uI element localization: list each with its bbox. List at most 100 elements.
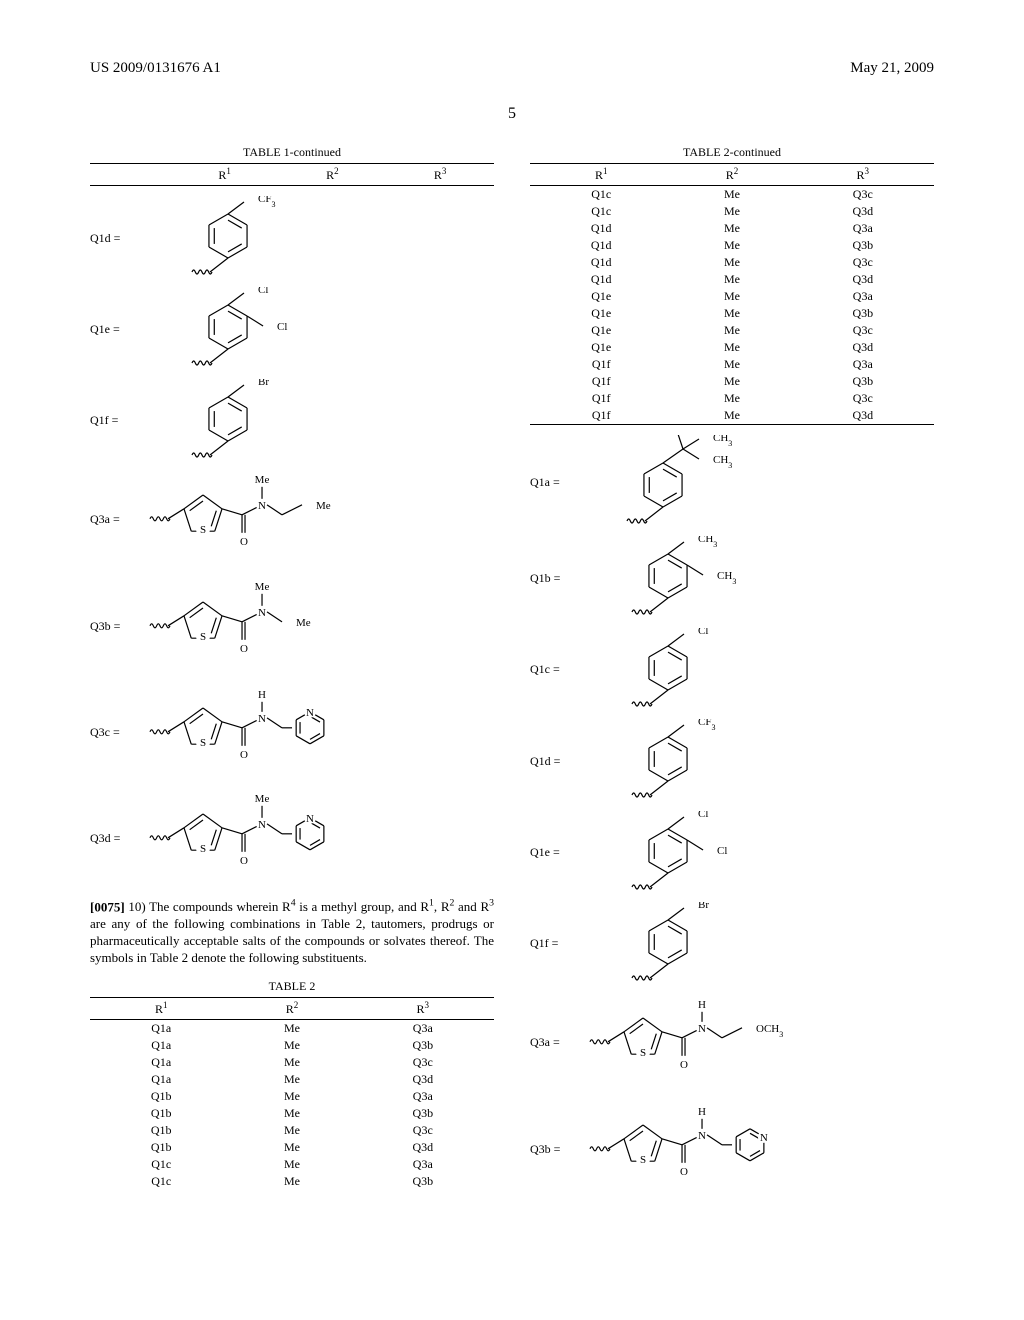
svg-text:Me: Me bbox=[296, 616, 311, 628]
svg-text:N: N bbox=[258, 606, 266, 618]
structure-row: Q1b =CH3CH3 bbox=[530, 536, 934, 619]
svg-text:Cl: Cl bbox=[698, 811, 708, 820]
svg-text:Me: Me bbox=[255, 793, 270, 805]
patent-number: US 2009/0131676 A1 bbox=[90, 60, 221, 77]
table2: R1 R2 R3 Q1aMeQ3aQ1aMeQ3bQ1aMeQ3cQ1aMeQ3… bbox=[90, 997, 494, 1190]
col-r2: R2 bbox=[232, 997, 351, 1019]
structure-row: Q1e =ClCl bbox=[90, 287, 494, 370]
structure-label: Q1e = bbox=[530, 845, 580, 859]
table-row: Q1bMeQ3a bbox=[90, 1088, 494, 1105]
svg-text:O: O bbox=[240, 749, 248, 761]
svg-text:O: O bbox=[240, 855, 248, 867]
structure-label: Q1f = bbox=[530, 936, 580, 950]
svg-text:S: S bbox=[640, 1154, 646, 1166]
table-row: Q1dMeQ3c bbox=[530, 254, 934, 271]
svg-text:N: N bbox=[306, 707, 314, 719]
structure-diagram: SONHN bbox=[148, 683, 448, 781]
table-row: Q1cMeQ3a bbox=[90, 1156, 494, 1173]
svg-text:H: H bbox=[698, 999, 706, 1011]
table2c-caption: TABLE 2-continued bbox=[530, 145, 934, 160]
svg-text:N: N bbox=[306, 813, 314, 825]
structure-diagram: SONHN bbox=[588, 1100, 888, 1198]
structure-label: Q1a = bbox=[530, 475, 580, 489]
svg-text:N: N bbox=[258, 713, 266, 725]
table-row: Q1cMeQ3d bbox=[530, 203, 934, 220]
col-r2: R2 bbox=[672, 164, 791, 186]
table-row: Q1fMeQ3a bbox=[530, 356, 934, 373]
table-row: Q1aMeQ3c bbox=[90, 1054, 494, 1071]
page-header: US 2009/0131676 A1 May 21, 2009 bbox=[90, 60, 934, 77]
structure-row: Q3a =SONMeMe bbox=[90, 470, 494, 568]
structure-diagram: Cl bbox=[588, 628, 778, 711]
svg-text:Me: Me bbox=[316, 500, 331, 512]
table2-continued: R1 R2 R3 Q1cMeQ3cQ1cMeQ3dQ1dMeQ3aQ1dMeQ3… bbox=[530, 163, 934, 425]
svg-text:Br: Br bbox=[258, 379, 269, 388]
svg-text:CF3: CF3 bbox=[698, 719, 715, 732]
svg-text:N: N bbox=[698, 1130, 706, 1142]
table-row: Q1cMeQ3b bbox=[90, 1173, 494, 1190]
structure-row: Q1e = Cl Cl bbox=[530, 811, 934, 894]
table-row: Q1eMeQ3c bbox=[530, 322, 934, 339]
structure-diagram: CF3 bbox=[588, 719, 778, 802]
table-row: Q1aMeQ3d bbox=[90, 1071, 494, 1088]
svg-text:CF3: CF3 bbox=[258, 196, 275, 209]
structure-row: Q3b = SONHN bbox=[530, 1100, 934, 1198]
table-row: Q1fMeQ3b bbox=[530, 373, 934, 390]
svg-text:Cl: Cl bbox=[277, 321, 287, 333]
structures-table2: Q1a =CH3CH3H3CQ1b =CH3CH3Q1c =ClQ1d =CF3… bbox=[530, 435, 934, 1198]
page-number: 5 bbox=[90, 105, 934, 123]
svg-text:O: O bbox=[240, 642, 248, 654]
structure-row: Q3d =SONMeN bbox=[90, 789, 494, 887]
structure-label: Q3b = bbox=[530, 1142, 580, 1156]
structure-label: Q3a = bbox=[530, 1035, 580, 1049]
table-row: Q1dMeQ3b bbox=[530, 237, 934, 254]
svg-text:Cl: Cl bbox=[717, 845, 727, 857]
table1-header: R1 R2 R3 bbox=[90, 163, 494, 186]
structure-row: Q3b =SONMeMe bbox=[90, 577, 494, 675]
structure-diagram: CF3 bbox=[148, 196, 338, 279]
structure-row: Q1a =CH3CH3H3C bbox=[530, 435, 934, 528]
svg-text:N: N bbox=[258, 819, 266, 831]
structure-row: Q1d = CF3 bbox=[90, 196, 494, 279]
structures-table1: Q1d =CF3Q1e =ClClQ1f =BrQ3a =SONMeMeQ3b … bbox=[90, 196, 494, 888]
structure-diagram: SONMeMe bbox=[148, 577, 448, 675]
col-r1: R1 bbox=[171, 164, 279, 186]
structure-label: Q3b = bbox=[90, 619, 140, 633]
svg-text:S: S bbox=[200, 844, 206, 856]
structure-row: Q1f =Br bbox=[530, 902, 934, 985]
col-r3: R3 bbox=[792, 164, 934, 186]
svg-text:CH3: CH3 bbox=[713, 435, 732, 448]
svg-text:CH3: CH3 bbox=[717, 570, 736, 586]
svg-text:H: H bbox=[258, 689, 266, 701]
paragraph-number: [0075] bbox=[90, 899, 125, 914]
table-row: Q1dMeQ3d bbox=[530, 271, 934, 288]
paragraph-text: 10) The compounds wherein R4 is a methyl… bbox=[90, 899, 494, 965]
table1-caption: TABLE 1-continued bbox=[90, 145, 494, 160]
structure-label: Q1f = bbox=[90, 413, 140, 427]
left-column: TABLE 1-continued R1 R2 R3 Q1d =CF3Q1e =… bbox=[90, 145, 494, 1206]
col-r1: R1 bbox=[90, 997, 232, 1019]
structure-diagram: Cl Cl bbox=[588, 811, 778, 894]
svg-text:N: N bbox=[258, 500, 266, 512]
svg-text:H: H bbox=[698, 1106, 706, 1118]
structure-row: Q1c =Cl bbox=[530, 628, 934, 711]
structure-diagram: SONHOCH3 bbox=[588, 993, 888, 1091]
structure-row: Q1d =CF3 bbox=[530, 719, 934, 802]
svg-text:S: S bbox=[200, 737, 206, 749]
svg-text:S: S bbox=[200, 524, 206, 536]
svg-text:S: S bbox=[640, 1048, 646, 1060]
svg-text:O: O bbox=[680, 1059, 688, 1071]
structure-label: Q1b = bbox=[530, 571, 580, 585]
svg-text:N: N bbox=[760, 1132, 768, 1144]
structure-row: Q3c =SONHN bbox=[90, 683, 494, 781]
table-row: Q1aMeQ3b bbox=[90, 1037, 494, 1054]
table-row: Q1dMeQ3a bbox=[530, 220, 934, 237]
structure-diagram: S O N Me N bbox=[148, 789, 448, 887]
svg-text:Cl: Cl bbox=[258, 287, 268, 296]
structure-label: Q1d = bbox=[90, 231, 140, 245]
col-r3: R3 bbox=[386, 164, 494, 186]
table-row: Q1eMeQ3b bbox=[530, 305, 934, 322]
table-row: Q1fMeQ3d bbox=[530, 407, 934, 425]
table-row: Q1eMeQ3d bbox=[530, 339, 934, 356]
structure-label: Q3c = bbox=[90, 725, 140, 739]
